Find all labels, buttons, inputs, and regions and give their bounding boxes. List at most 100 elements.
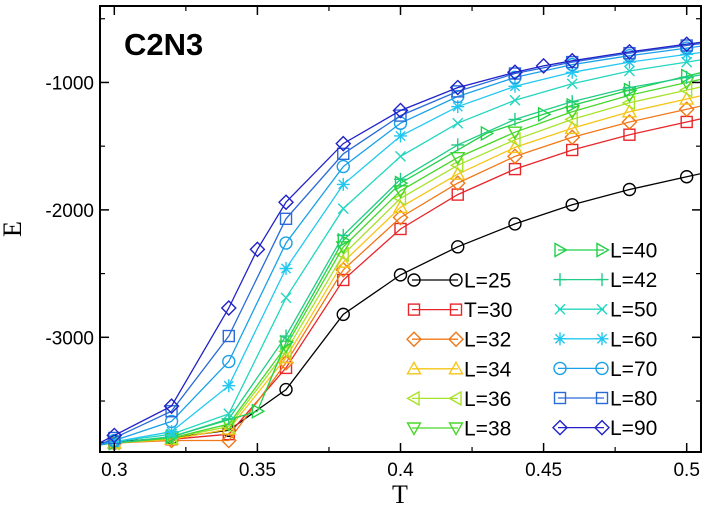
legend-marker [406,390,420,407]
legend-label: L=38 [464,418,511,441]
data-point [223,408,235,420]
data-point [220,432,237,449]
legend-marker [595,332,609,346]
data-point [222,329,235,343]
series-line [100,45,701,446]
data-point [450,151,466,166]
data-point [337,232,352,249]
data-point [678,91,695,105]
series-clip-group [100,36,701,452]
legend-marker [406,331,422,348]
y-tick-label: -2000 [45,201,94,222]
data-point [336,307,350,322]
data-point [564,52,581,69]
data-point [249,241,266,258]
data-point [279,212,293,226]
data-point [392,209,409,226]
legend-label: L=25 [464,270,511,293]
data-point [335,254,351,268]
data-point [451,85,464,98]
data-point [279,329,293,343]
legend-label: L=40 [610,240,657,263]
legend-marker [449,303,463,316]
legend-label: L=50 [610,299,657,322]
data-point [622,81,636,95]
legend-marker [594,419,610,436]
x-tick-label: 0.35 [239,460,276,481]
legend-marker [596,242,610,258]
data-point [508,217,522,231]
series-line [100,41,701,444]
legend-item: L=32 [406,329,511,352]
x-tick-label: 0.4 [387,460,414,481]
data-point [508,112,522,126]
data-point [449,79,466,96]
legend-item: L=90 [552,417,657,440]
data-point [535,57,552,74]
data-point [679,170,694,184]
data-point [621,43,638,60]
data-point [449,175,466,192]
data-point [163,398,180,415]
data-point [394,222,407,236]
data-point [279,236,293,250]
legend-marker [553,332,567,346]
legend-label: L=36 [464,388,511,411]
legend-item: L=25 [407,270,511,293]
legend-item: L=50 [554,299,657,322]
x-axis-label: T [392,480,408,509]
legend-item: L=36 [406,388,511,411]
data-point [451,188,464,201]
legend-marker [553,391,567,405]
legend-label: L=80 [610,388,657,411]
legend: L=25 T=30 L=32 L=34 L=36 L=38 L=40 L=42 L=50 L=60… [406,240,657,441]
data-point [565,65,579,79]
data-point [279,262,293,276]
x-tick-label: 0.3 [101,460,127,481]
data-point [335,135,352,152]
data-point [336,159,350,174]
legend-item: T=30 [407,299,512,322]
series-layer [100,36,701,452]
tick-layer: 0.3 0.35 0.4 0.45 0.5 -1000 -2000 -3000 [45,6,701,481]
data-point [565,198,579,212]
legend-label: L=70 [610,358,657,381]
data-point [564,120,580,135]
data-point [537,106,552,123]
data-point [680,70,694,84]
data-point [623,65,635,77]
data-point [621,103,638,118]
data-point [564,129,581,146]
legend-marker [407,303,421,316]
data-point [392,199,409,214]
data-point [452,117,464,129]
legend-label: L=42 [610,269,657,292]
legend-item: L=38 [406,418,511,441]
data-point [222,354,236,369]
x-tick-label: 0.45 [525,460,562,481]
data-point [394,172,407,186]
legend-item: L=80 [553,388,657,411]
legend-item: L=40 [554,240,657,263]
legend-marker [448,360,464,375]
legend-marker [406,422,422,436]
legend-marker [449,273,463,287]
data-point [509,94,521,106]
data-point [566,78,578,90]
legend-marker [595,391,609,405]
legend-marker [553,361,567,376]
data-point [508,79,522,93]
y-tick-label: -3000 [45,328,94,349]
data-point [680,68,695,84]
data-point [506,64,523,81]
data-point [395,150,406,162]
data-point [279,382,293,397]
data-point [394,129,407,143]
legend-item: L=60 [553,328,657,351]
data-point [336,228,350,242]
data-point [336,177,350,191]
data-point [164,414,179,429]
legend-marker [595,361,609,376]
data-point [621,113,638,130]
